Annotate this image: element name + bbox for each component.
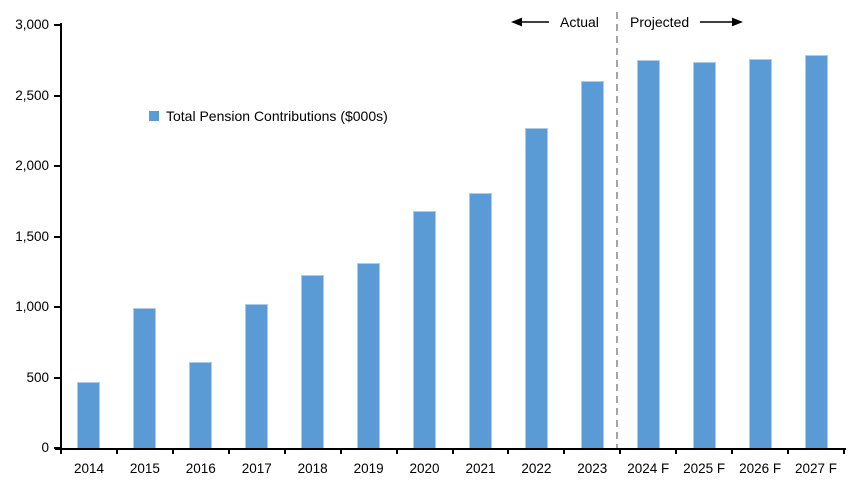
x-axis-boundary-tick (451, 448, 454, 454)
y-tick-2000 (54, 165, 61, 167)
x-label-2016: 2016 (185, 461, 216, 476)
left-arrow-icon (511, 17, 549, 27)
x-label-2015: 2015 (129, 461, 160, 476)
x-label-2023: 2023 (577, 461, 608, 476)
bar-2021 (468, 192, 492, 448)
x-axis-boundary-tick (339, 448, 342, 454)
x-axis-boundary-tick (563, 448, 566, 454)
y-tick-3000 (54, 24, 61, 26)
x-axis-boundary-tick (60, 448, 62, 454)
y-tick-0 (54, 447, 61, 449)
legend-label: Total Pension Contributions ($000s) (166, 108, 388, 124)
x-label-2027 F: 2027 F (795, 461, 838, 476)
x-label-2019: 2019 (353, 461, 384, 476)
y-tick-label-1500: 1,500 (15, 228, 49, 244)
x-label-2024 F: 2024 F (627, 461, 670, 476)
actual-projected-divider (616, 12, 619, 448)
x-axis-boundary-tick (787, 448, 790, 454)
projected-annotation: Projected (630, 14, 744, 30)
x-axis-boundary-tick (395, 448, 398, 454)
x-label-2018: 2018 (297, 461, 328, 476)
x-axis-boundary-tick (731, 448, 734, 454)
y-tick-label-2500: 2,500 (15, 87, 49, 103)
x-label-2020: 2020 (409, 461, 440, 476)
x-axis-boundary-tick (115, 448, 118, 454)
y-tick-1000 (54, 306, 61, 308)
x-label-2022: 2022 (521, 461, 552, 476)
right-arrow-icon (700, 17, 744, 27)
x-label-2025 F: 2025 F (683, 461, 726, 476)
y-tick-1500 (54, 235, 61, 238)
y-tick-label-500: 500 (26, 369, 49, 385)
bar-2017 (245, 304, 269, 448)
x-axis-boundary-tick (171, 448, 174, 454)
bar-2025 F (692, 61, 716, 448)
y-axis-line (60, 23, 62, 450)
y-tick-label-0: 0 (41, 440, 49, 455)
y-tick-2500 (54, 94, 61, 97)
legend-swatch-icon (149, 111, 159, 121)
legend: Total Pension Contributions ($000s) (149, 108, 388, 124)
bar-2024 F (636, 60, 660, 448)
x-axis-boundary-tick (227, 448, 230, 454)
bar-2015 (133, 308, 157, 448)
y-tick-label-2000: 2,000 (15, 158, 49, 173)
bar-2022 (524, 127, 548, 448)
x-axis-line (55, 448, 846, 450)
x-axis-boundary-tick (507, 448, 510, 454)
bar-2023 (580, 81, 604, 448)
bar-2018 (301, 274, 325, 448)
x-label-2021: 2021 (465, 461, 496, 476)
x-label-2014: 2014 (73, 461, 104, 476)
x-axis-boundary-tick (675, 448, 678, 454)
x-axis-boundary-tick (843, 448, 845, 454)
y-tick-500 (54, 376, 61, 379)
bar-2026 F (748, 58, 772, 448)
x-label-2026 F: 2026 F (739, 461, 782, 476)
x-label-2017: 2017 (241, 461, 272, 476)
actual-label: Actual (560, 14, 599, 30)
bar-2019 (357, 263, 381, 448)
y-tick-label-3000: 3,000 (15, 17, 49, 32)
bar-2027 F (804, 54, 828, 448)
x-axis-boundary-tick (283, 448, 286, 454)
bar-2016 (189, 361, 213, 448)
bar-2020 (413, 211, 437, 448)
y-tick-label-1000: 1,000 (15, 299, 49, 314)
actual-annotation: Actual (511, 14, 599, 30)
x-axis-boundary-tick (619, 448, 622, 454)
projected-label: Projected (630, 14, 690, 30)
bar-2014 (77, 381, 101, 448)
